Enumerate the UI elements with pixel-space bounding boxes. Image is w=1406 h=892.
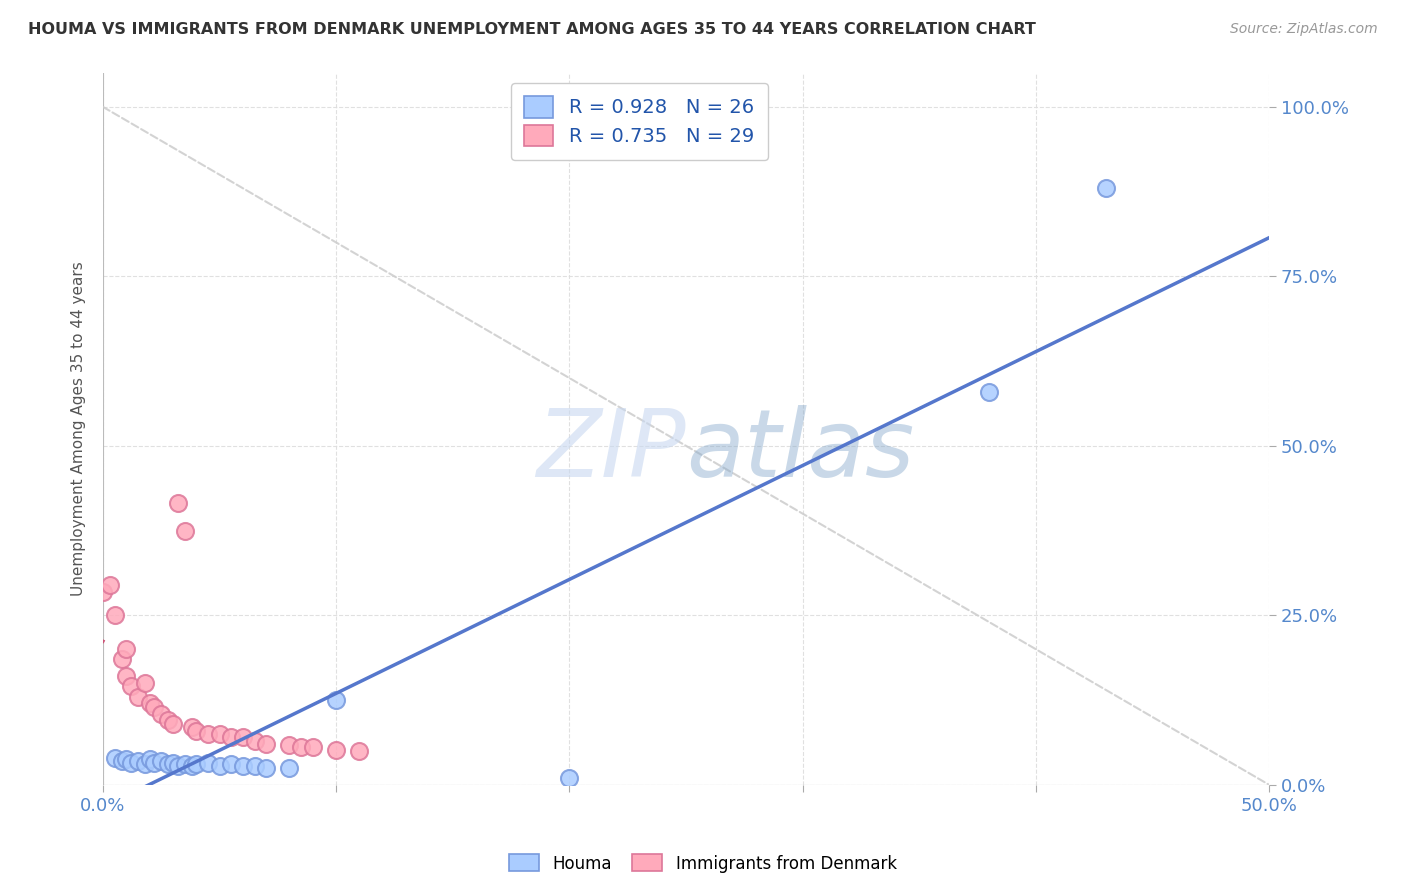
Point [127, 690, 149, 704]
Point [278, 739, 301, 753]
Text: HOUMA VS IMMIGRANTS FROM DENMARK UNEMPLOYMENT AMONG AGES 35 TO 44 YEARS CORRELAT: HOUMA VS IMMIGRANTS FROM DENMARK UNEMPLO… [28, 22, 1036, 37]
Point [157, 757, 180, 772]
Point [349, 744, 371, 758]
Point [208, 727, 231, 741]
Point [1094, 181, 1116, 195]
Point [186, 723, 208, 738]
Point [162, 756, 184, 770]
Legend: Houma, Immigrants from Denmark: Houma, Immigrants from Denmark [503, 847, 903, 880]
Point [150, 754, 173, 768]
Point [115, 669, 138, 683]
Point [186, 757, 208, 772]
Point [197, 727, 219, 741]
Point [166, 496, 188, 510]
Point [301, 740, 323, 755]
Point [173, 757, 195, 772]
Point [219, 731, 242, 745]
Text: atlas: atlas [686, 405, 914, 496]
Point [143, 699, 166, 714]
Point [232, 758, 254, 772]
Point [134, 676, 156, 690]
Point [115, 752, 138, 766]
Point [127, 754, 149, 768]
Point [325, 742, 347, 756]
Point [197, 756, 219, 770]
Point [91, 584, 114, 599]
Point [254, 737, 277, 751]
Point [166, 758, 188, 772]
Point [325, 693, 347, 707]
Text: ZIP: ZIP [536, 405, 686, 496]
Point [173, 524, 195, 538]
Point [134, 757, 156, 772]
Point [138, 697, 160, 711]
Point [180, 720, 202, 734]
Point [254, 761, 277, 775]
Point [180, 758, 202, 772]
Point [278, 761, 301, 775]
Point [138, 752, 160, 766]
Point [120, 680, 142, 694]
Point [219, 757, 242, 772]
Point [558, 771, 581, 785]
Point [103, 608, 125, 623]
Point [98, 578, 121, 592]
Point [115, 642, 138, 657]
Point [243, 758, 266, 772]
Point [143, 756, 166, 770]
Point [208, 758, 231, 772]
Text: Source: ZipAtlas.com: Source: ZipAtlas.com [1230, 22, 1378, 37]
Point [290, 740, 312, 755]
Point [162, 716, 184, 731]
Point [243, 733, 266, 747]
Point [232, 731, 254, 745]
Point [157, 714, 180, 728]
Point [110, 652, 132, 666]
Point [979, 384, 1001, 399]
Point [150, 706, 173, 721]
Point [120, 756, 142, 770]
Legend: R = 0.928   N = 26, R = 0.735   N = 29: R = 0.928 N = 26, R = 0.735 N = 29 [510, 83, 768, 160]
Point [110, 754, 132, 768]
Point [103, 750, 125, 764]
Y-axis label: Unemployment Among Ages 35 to 44 years: Unemployment Among Ages 35 to 44 years [72, 261, 86, 596]
